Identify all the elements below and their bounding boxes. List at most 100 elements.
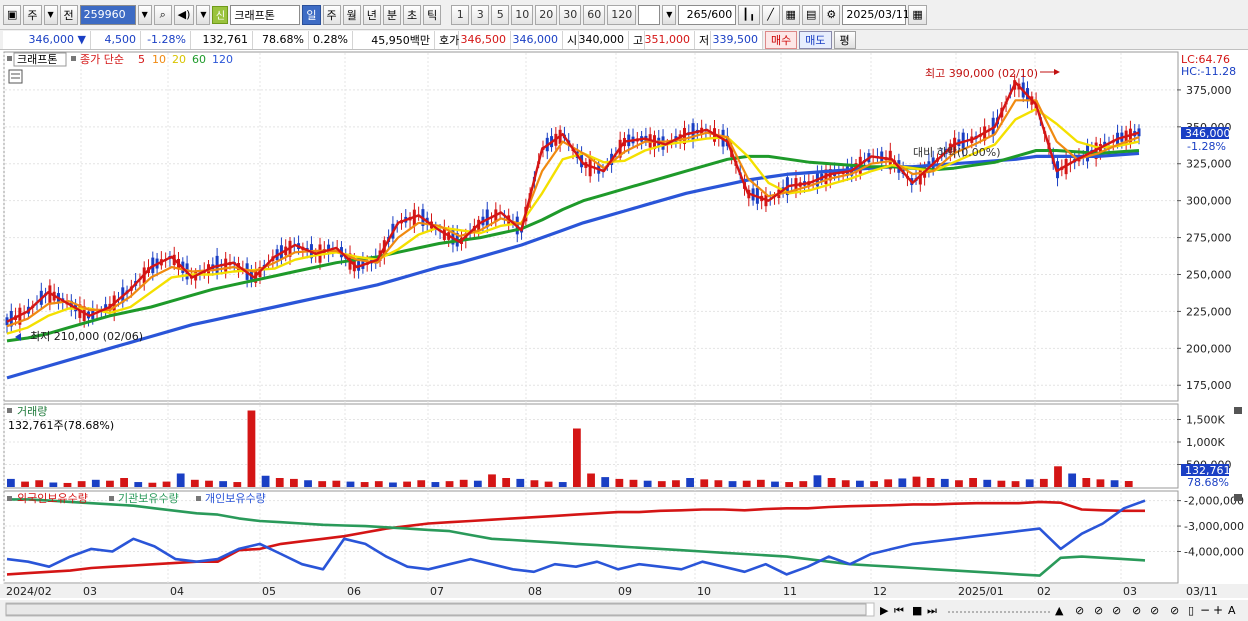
speaker-icon[interactable]: ◀)	[173, 4, 195, 25]
chart-canvas[interactable]: 375,000350,000325,000300,000275,000250,0…	[0, 50, 1248, 621]
stock-code-input[interactable]: 259960	[79, 4, 136, 25]
interval-30[interactable]: 30	[559, 4, 582, 25]
calendar-icon[interactable]: ▦	[908, 4, 927, 25]
volume-bar	[445, 481, 454, 487]
scroll-start-icon[interactable]: ⏮	[894, 604, 904, 617]
draw-tool-icon[interactable]: ╱	[761, 4, 780, 25]
period-year[interactable]: 년	[362, 4, 381, 25]
layout-icon[interactable]: ▣	[3, 4, 22, 25]
interval-3[interactable]: 3	[471, 4, 490, 25]
lc-label: LC:64.76	[1181, 53, 1230, 66]
price-y-tick: 225,000	[1186, 305, 1232, 318]
volume-bar	[473, 480, 482, 487]
period-day[interactable]: 일	[302, 4, 321, 25]
period-month[interactable]: 월	[342, 4, 361, 25]
volume-bar	[756, 479, 765, 487]
scrollbar-thumb[interactable]	[5, 603, 867, 616]
low-value: 339,500	[711, 30, 763, 49]
volume-bar	[502, 478, 511, 487]
ma-title-label: 종가 단순	[80, 53, 124, 66]
volume-bar	[261, 475, 270, 487]
period-minute[interactable]: 분	[382, 4, 402, 25]
tool-icon[interactable]: ⊘	[1150, 604, 1159, 617]
legend-institution: 기관보유수량	[118, 492, 179, 505]
volume-bar	[1025, 479, 1034, 487]
high-value: 351,000	[645, 30, 695, 49]
sell-button[interactable]: 매도	[799, 30, 832, 49]
zoom-slider-icon[interactable]: ▲	[1055, 604, 1064, 617]
volume-bar	[657, 481, 666, 487]
x-tick-label: 06	[347, 585, 361, 598]
low-annotation: 최저 210,000 (02/06)	[30, 330, 143, 343]
holdings-panel[interactable]	[3, 490, 1179, 584]
volume-bar	[742, 480, 751, 487]
zoom-out-icon[interactable]: −	[1200, 603, 1210, 617]
tool-icon[interactable]: ⊘	[1170, 604, 1179, 617]
zoom-in-icon[interactable]: +	[1213, 603, 1223, 617]
period-second[interactable]: 초	[403, 4, 422, 25]
chevron-down-icon[interactable]: ▼	[43, 4, 58, 25]
price-panel[interactable]	[3, 51, 1179, 402]
price-y-tick: 275,000	[1186, 232, 1232, 245]
period-tick[interactable]: 틱	[423, 4, 442, 25]
volume-bar	[884, 479, 893, 487]
chevron-down-icon[interactable]: ▼	[137, 4, 152, 25]
interval-custom-input[interactable]	[638, 4, 661, 25]
x-tick-label: 10	[697, 585, 711, 598]
stock-name-field[interactable]: 크래프톤	[230, 4, 301, 25]
chevron-down-icon[interactable]: ▼	[196, 4, 211, 25]
stop-icon[interactable]: ■	[912, 604, 922, 617]
type-select[interactable]: 주	[23, 4, 42, 25]
x-tick-label: 03	[1123, 585, 1137, 598]
grid-icon[interactable]: ▦	[781, 4, 800, 25]
x-axis-band	[0, 584, 1248, 598]
volume-bar	[615, 478, 624, 487]
count-field[interactable]: 265/600	[678, 4, 737, 25]
ma120-label: 120	[212, 53, 233, 66]
panel-close-icon[interactable]	[1234, 494, 1242, 501]
interval-120[interactable]: 120	[607, 4, 637, 25]
date-input[interactable]: 2025/03/11	[842, 4, 910, 25]
volume-bar	[728, 481, 737, 487]
low-arrow-head-icon	[15, 333, 21, 341]
save-icon[interactable]: ▤	[801, 4, 821, 25]
x-tick-label: 11	[783, 585, 797, 598]
buy-button[interactable]: 매수	[765, 30, 798, 49]
panel-close-icon[interactable]	[1234, 407, 1242, 414]
volume-bar	[1096, 479, 1105, 487]
volume-bar	[926, 478, 935, 487]
tool-icon[interactable]: ⊘	[1132, 604, 1141, 617]
tool-icon[interactable]: ⊘	[1112, 604, 1121, 617]
volume-bar	[91, 479, 100, 487]
gear-icon[interactable]: ⚙	[822, 4, 841, 25]
interval-1[interactable]: 1	[451, 4, 470, 25]
price-y-tick: 250,000	[1186, 268, 1232, 281]
period-week[interactable]: 주	[322, 4, 341, 25]
holdings-line-institution	[7, 498, 1146, 577]
table-icon[interactable]	[8, 69, 23, 84]
interval-60[interactable]: 60	[583, 4, 606, 25]
scroll-right-icon[interactable]: ▶	[880, 604, 889, 617]
high-label: 고	[629, 30, 645, 49]
avg-button[interactable]: 평	[833, 30, 856, 49]
type2-button[interactable]: 전	[59, 4, 78, 25]
volume-bar	[176, 473, 185, 487]
price-y-tick: 375,000	[1186, 84, 1232, 97]
volume-bar	[1082, 478, 1091, 487]
holdings-y-tick: -4,000,000	[1184, 545, 1244, 558]
tool-icon[interactable]: ⊘	[1075, 604, 1084, 617]
chart-area[interactable]: 375,000350,000325,000300,000275,000250,0…	[0, 50, 1248, 621]
scroll-end-icon[interactable]: ⏭	[927, 604, 937, 617]
font-size-icon[interactable]: A	[1228, 604, 1236, 617]
volume-bar	[898, 478, 907, 487]
ma5-label: 5	[138, 53, 145, 66]
candle-type-icon[interactable]: ┃╻	[738, 4, 760, 25]
search-icon[interactable]: ⌕	[153, 4, 172, 25]
zoom-fit-icon[interactable]: ▯	[1188, 604, 1194, 617]
interval-5[interactable]: 5	[491, 4, 510, 25]
interval-20[interactable]: 20	[535, 4, 558, 25]
new-badge: 신	[212, 5, 229, 24]
tool-icon[interactable]: ⊘	[1094, 604, 1103, 617]
interval-10[interactable]: 10	[511, 4, 534, 25]
chevron-down-icon[interactable]: ▼	[662, 4, 677, 25]
